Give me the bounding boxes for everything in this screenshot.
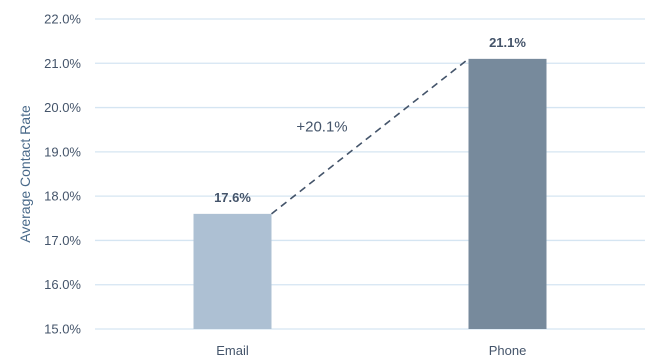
category-label-email: Email bbox=[216, 343, 249, 358]
y-tick-label: 15.0% bbox=[44, 322, 81, 337]
data-labels: 17.6% 21.1% bbox=[214, 35, 526, 205]
y-tick-label: 22.0% bbox=[44, 12, 81, 27]
bars bbox=[193, 58, 547, 329]
y-tick-label: 19.0% bbox=[44, 144, 81, 159]
y-tick-label: 20.0% bbox=[44, 100, 81, 115]
y-tick-label: 18.0% bbox=[44, 189, 81, 204]
difference-connector-line bbox=[271, 58, 469, 215]
y-tick-label: 16.0% bbox=[44, 277, 81, 292]
difference-annotation: +20.1% bbox=[296, 118, 347, 135]
gridlines bbox=[95, 18, 645, 330]
data-label-phone: 21.1% bbox=[489, 35, 526, 50]
bar-email bbox=[193, 213, 272, 329]
category-label-phone: Phone bbox=[489, 343, 527, 358]
data-label-email: 17.6% bbox=[214, 190, 251, 205]
y-tick-labels: 15.0% 16.0% 17.0% 18.0% 19.0% 20.0% 21.0% 22.0% bbox=[44, 12, 81, 337]
y-tick-label: 17.0% bbox=[44, 233, 81, 248]
bar-phone bbox=[468, 58, 547, 329]
y-tick-label: 21.0% bbox=[44, 56, 81, 71]
x-category-labels: Email Phone bbox=[216, 343, 526, 358]
y-axis-label: Average Contact Rate bbox=[17, 105, 33, 243]
